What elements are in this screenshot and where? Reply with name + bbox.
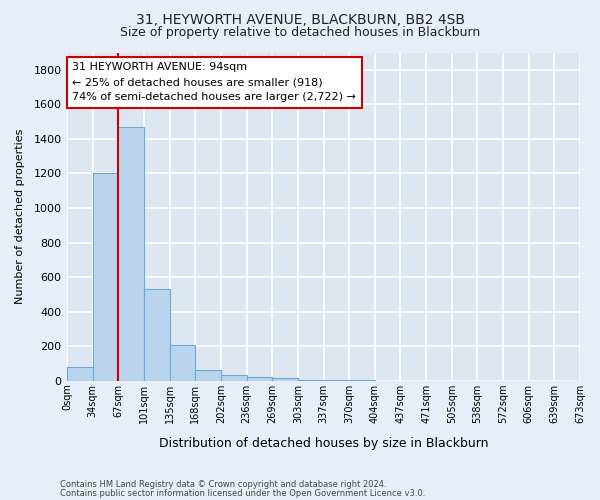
Text: Contains public sector information licensed under the Open Government Licence v3: Contains public sector information licen… [60, 488, 425, 498]
Bar [92, 174, 118, 381]
Bar [170, 346, 195, 381]
Y-axis label: Number of detached properties: Number of detached properties [15, 129, 25, 304]
Bar [272, 378, 298, 381]
Bar [67, 367, 92, 381]
Bar [118, 127, 144, 381]
Bar [221, 375, 247, 381]
Bar [247, 376, 272, 381]
X-axis label: Distribution of detached houses by size in Blackburn: Distribution of detached houses by size … [159, 437, 488, 450]
Text: Contains HM Land Registry data © Crown copyright and database right 2024.: Contains HM Land Registry data © Crown c… [60, 480, 386, 489]
Bar [298, 380, 323, 381]
Bar [195, 370, 221, 381]
Bar [144, 289, 170, 381]
Bar [323, 380, 349, 381]
Text: Size of property relative to detached houses in Blackburn: Size of property relative to detached ho… [120, 26, 480, 39]
Text: 31 HEYWORTH AVENUE: 94sqm
← 25% of detached houses are smaller (918)
74% of semi: 31 HEYWORTH AVENUE: 94sqm ← 25% of detac… [72, 62, 356, 102]
Text: 31, HEYWORTH AVENUE, BLACKBURN, BB2 4SB: 31, HEYWORTH AVENUE, BLACKBURN, BB2 4SB [136, 12, 464, 26]
